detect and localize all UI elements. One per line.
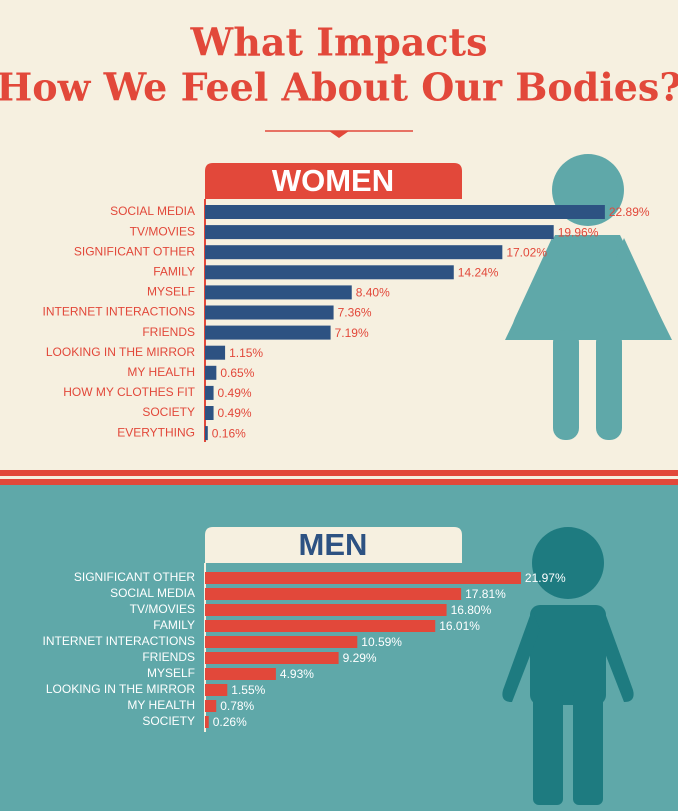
bar <box>205 285 352 300</box>
bar <box>205 245 503 260</box>
chart-title: MEN <box>299 527 368 562</box>
value-label: 19.96% <box>558 225 599 239</box>
category-label: TV/MOVIES <box>130 224 195 238</box>
value-label: 0.49% <box>218 386 252 400</box>
category-label: SIGNIFICANT OTHER <box>74 570 195 584</box>
value-label: 16.01% <box>439 619 480 633</box>
category-label: FAMILY <box>153 618 195 632</box>
category-label: SOCIETY <box>142 714 195 728</box>
category-label: SOCIAL MEDIA <box>110 204 195 218</box>
value-label: 10.59% <box>361 635 402 649</box>
bar <box>205 588 462 600</box>
category-label: SIGNIFICANT OTHER <box>74 244 195 258</box>
stripe <box>0 479 678 485</box>
value-label: 22.89% <box>609 205 650 219</box>
value-label: 8.40% <box>356 286 390 300</box>
category-label: MY HEALTH <box>127 365 195 379</box>
value-label: 21.97% <box>525 571 566 585</box>
bar <box>205 345 226 360</box>
bar <box>205 225 554 240</box>
category-label: FAMILY <box>153 264 195 278</box>
bar <box>205 365 217 380</box>
bar <box>205 604 447 616</box>
chart-tab <box>205 163 462 199</box>
stripe <box>0 470 678 476</box>
bar <box>205 700 217 712</box>
bar <box>205 325 331 340</box>
bar <box>205 652 339 664</box>
bar <box>205 668 276 680</box>
category-label: FRIENDS <box>142 650 195 664</box>
category-label: TV/MOVIES <box>130 602 195 616</box>
stripe <box>0 476 678 479</box>
bar <box>205 716 209 728</box>
value-label: 4.93% <box>280 667 314 681</box>
category-label: EVERYTHING <box>117 425 195 439</box>
category-label: SOCIAL MEDIA <box>110 586 195 600</box>
bar <box>205 636 358 648</box>
value-label: 0.65% <box>220 366 254 380</box>
category-label: LOOKING IN THE MIRROR <box>46 345 195 359</box>
category-label: MYSELF <box>147 666 195 680</box>
value-label: 0.26% <box>213 715 247 729</box>
category-label: LOOKING IN THE MIRROR <box>46 682 195 696</box>
value-label: 17.02% <box>506 245 547 259</box>
bar <box>205 426 208 441</box>
bar <box>205 205 605 219</box>
value-label: 0.16% <box>212 426 246 440</box>
category-label: MYSELF <box>147 285 195 299</box>
bar <box>205 406 214 420</box>
woman-figure <box>505 154 672 440</box>
bar <box>205 305 334 320</box>
man-figure <box>502 527 634 805</box>
bar <box>205 572 521 584</box>
category-label: HOW MY CLOTHES FIT <box>63 385 195 399</box>
category-label: MY HEALTH <box>127 698 195 712</box>
value-label: 0.49% <box>218 406 252 420</box>
category-label: FRIENDS <box>142 325 195 339</box>
bar <box>205 684 228 696</box>
title-line: What Impacts <box>190 20 488 65</box>
value-label: 17.81% <box>465 587 506 601</box>
chart-title: WOMEN <box>272 163 394 198</box>
value-label: 16.80% <box>451 603 492 617</box>
category-label: INTERNET INTERACTIONS <box>43 634 195 648</box>
value-label: 0.78% <box>220 699 254 713</box>
title-line: How We Feel About Our Bodies? <box>0 65 678 110</box>
value-label: 14.24% <box>458 265 499 279</box>
divider-arrow <box>329 131 349 138</box>
bar <box>205 265 454 280</box>
value-label: 9.29% <box>343 651 377 665</box>
value-label: 7.19% <box>335 326 369 340</box>
category-label: INTERNET INTERACTIONS <box>43 305 195 319</box>
value-label: 7.36% <box>338 306 372 320</box>
bar <box>205 385 214 400</box>
value-label: 1.55% <box>231 683 265 697</box>
chart-tab <box>205 527 462 563</box>
value-label: 1.15% <box>229 346 263 360</box>
category-label: SOCIETY <box>142 405 195 419</box>
bar <box>205 620 436 632</box>
